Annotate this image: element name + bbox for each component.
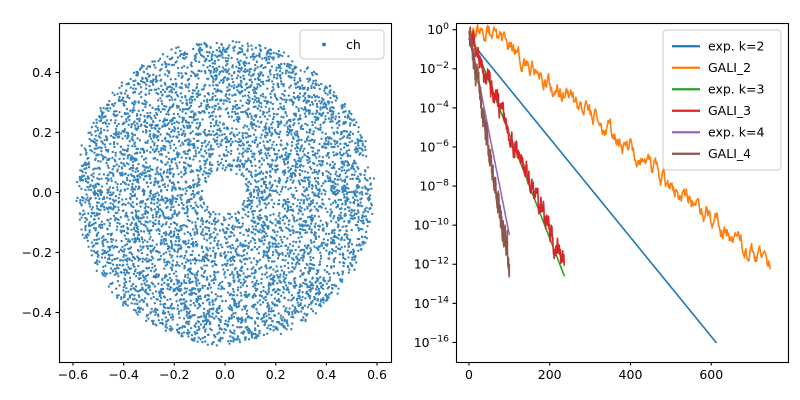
gali-axes-frame (455, 22, 790, 364)
legend-label-gali-4[interactable]: GALI_4 (708, 146, 751, 161)
legend-frame (299, 29, 385, 60)
y-tick-label: −0.2 (22, 245, 52, 260)
y-tick-label: −0.4 (22, 305, 52, 320)
x-tick-label: 0.0 (215, 367, 235, 382)
y-tick-label: 10−12 (414, 255, 449, 271)
legend-frame (662, 29, 782, 171)
y-tick-label: 10−6 (420, 138, 450, 154)
series-exp-k-2 (468, 38, 717, 344)
y-tick-label: 0.2 (32, 125, 52, 140)
y-tick-label: 100 (427, 21, 449, 37)
x-tick-label: 600 (699, 367, 723, 382)
series-gali-4 (468, 27, 511, 278)
y-tick-label: 10−16 (414, 334, 449, 350)
legend-label-exp-k-3[interactable]: exp. k=3 (708, 82, 764, 97)
y-tick-label: 10−14 (414, 295, 449, 311)
x-tick-label: −0.6 (58, 367, 88, 382)
gali-series-lines (468, 24, 772, 344)
x-tick-label: 0 (465, 367, 473, 382)
gali-axes: 0 200 400 600 100 10−2 10−4 10−6 10−8 10−10 10−12 1… (414, 21, 790, 382)
y-tick-label: 10−2 (420, 60, 449, 76)
scatter-tick-labels: −0.6 −0.4 −0.2 0.0 0.2 0.4 0.6 −0.4 −0.2 0.0 0.2 0.… (22, 65, 387, 382)
gali-tick-labels: 0 200 400 600 100 10−2 10−4 10−6 10−8 10−10 10−12 1… (414, 21, 724, 382)
series-gali-2 (468, 24, 772, 270)
y-tick-label: 10−10 (414, 216, 449, 232)
scatter-legend[interactable]: ch (299, 29, 385, 60)
scatter-points (75, 40, 376, 347)
x-tick-label: 0.4 (316, 367, 336, 382)
x-tick-label: −0.4 (108, 367, 138, 382)
legend-label-ch[interactable]: ch (346, 37, 361, 52)
gali-legend[interactable]: exp. k=2 GALI_2 exp. k=3 GALI_3 exp. k=4 GALI… (662, 29, 782, 171)
legend-marker-ch (322, 42, 326, 47)
x-tick-label: −0.2 (159, 367, 189, 382)
scatter-axes: −0.6 −0.4 −0.2 0.0 0.2 0.4 0.6 −0.4 −0.2 0.0 0.2 0.… (22, 22, 393, 382)
legend-label-gali-3[interactable]: GALI_3 (708, 103, 751, 118)
x-tick-label: 200 (538, 367, 562, 382)
scatter-axes-frame (58, 22, 393, 364)
y-tick-label: 10−4 (420, 99, 450, 115)
x-tick-label: 0.6 (367, 367, 387, 382)
series-gali-3 (469, 26, 566, 266)
legend-label-exp-k-4[interactable]: exp. k=4 (708, 125, 764, 140)
x-tick-label: 0.2 (266, 367, 286, 382)
y-tick-label: 0.4 (32, 65, 52, 80)
y-tick-label: 0.0 (32, 185, 52, 200)
legend-label-exp-k-2[interactable]: exp. k=2 (708, 39, 764, 54)
x-tick-label: 400 (619, 367, 643, 382)
legend-label-gali-2[interactable]: GALI_2 (708, 60, 751, 75)
y-tick-label: 10−8 (420, 177, 450, 193)
